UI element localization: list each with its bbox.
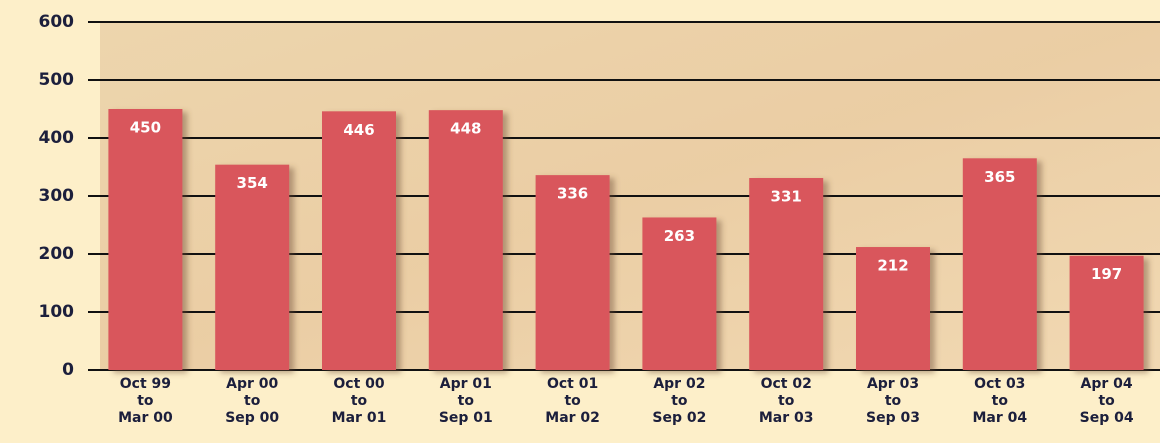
x-tick-label: Apr 03 to Sep 03: [866, 376, 920, 426]
value-label: 336: [557, 185, 588, 203]
y-tick-label: 400: [39, 128, 75, 148]
value-label: 365: [984, 168, 1015, 186]
y-tick-label: 300: [39, 186, 75, 206]
value-label: 212: [877, 257, 908, 275]
value-label: 197: [1091, 265, 1122, 283]
x-tick-label: Apr 00 to Sep 00: [225, 376, 280, 426]
x-tick-label: Apr 02 to Sep 02: [652, 376, 707, 426]
value-label: 354: [237, 174, 268, 192]
bar: [642, 217, 717, 370]
value-label: 263: [664, 227, 695, 245]
bar: [749, 178, 824, 370]
value-label: 446: [343, 121, 374, 139]
bar: [428, 110, 503, 370]
x-tick-label: Apr 04 to Sep 04: [1079, 376, 1134, 426]
bar: [535, 175, 610, 370]
y-tick-label: 500: [39, 70, 75, 90]
bar: [108, 109, 183, 370]
y-tick-label: 100: [39, 302, 75, 322]
bar: [215, 164, 290, 370]
bar: [1069, 255, 1144, 370]
x-tick-label: Oct 03 to Mar 04: [972, 376, 1028, 426]
x-tick-label: Apr 01 to Sep 01: [438, 376, 493, 426]
bar: [322, 111, 396, 370]
bar: [962, 158, 1037, 370]
x-tick-label: Oct 01 to Mar 02: [545, 376, 600, 426]
x-tick-label: Oct 99 to Mar 00: [118, 376, 173, 426]
bar: [856, 247, 930, 370]
value-label: 448: [450, 120, 481, 138]
value-label: 331: [771, 188, 802, 206]
y-tick-label: 0: [62, 360, 74, 380]
x-tick-label: Oct 00 to Mar 01: [331, 376, 387, 426]
value-label: 450: [130, 119, 161, 137]
y-tick-label: 600: [39, 12, 75, 32]
y-tick-label: 200: [39, 244, 75, 264]
x-tick-label: Oct 02 to Mar 03: [758, 376, 814, 426]
